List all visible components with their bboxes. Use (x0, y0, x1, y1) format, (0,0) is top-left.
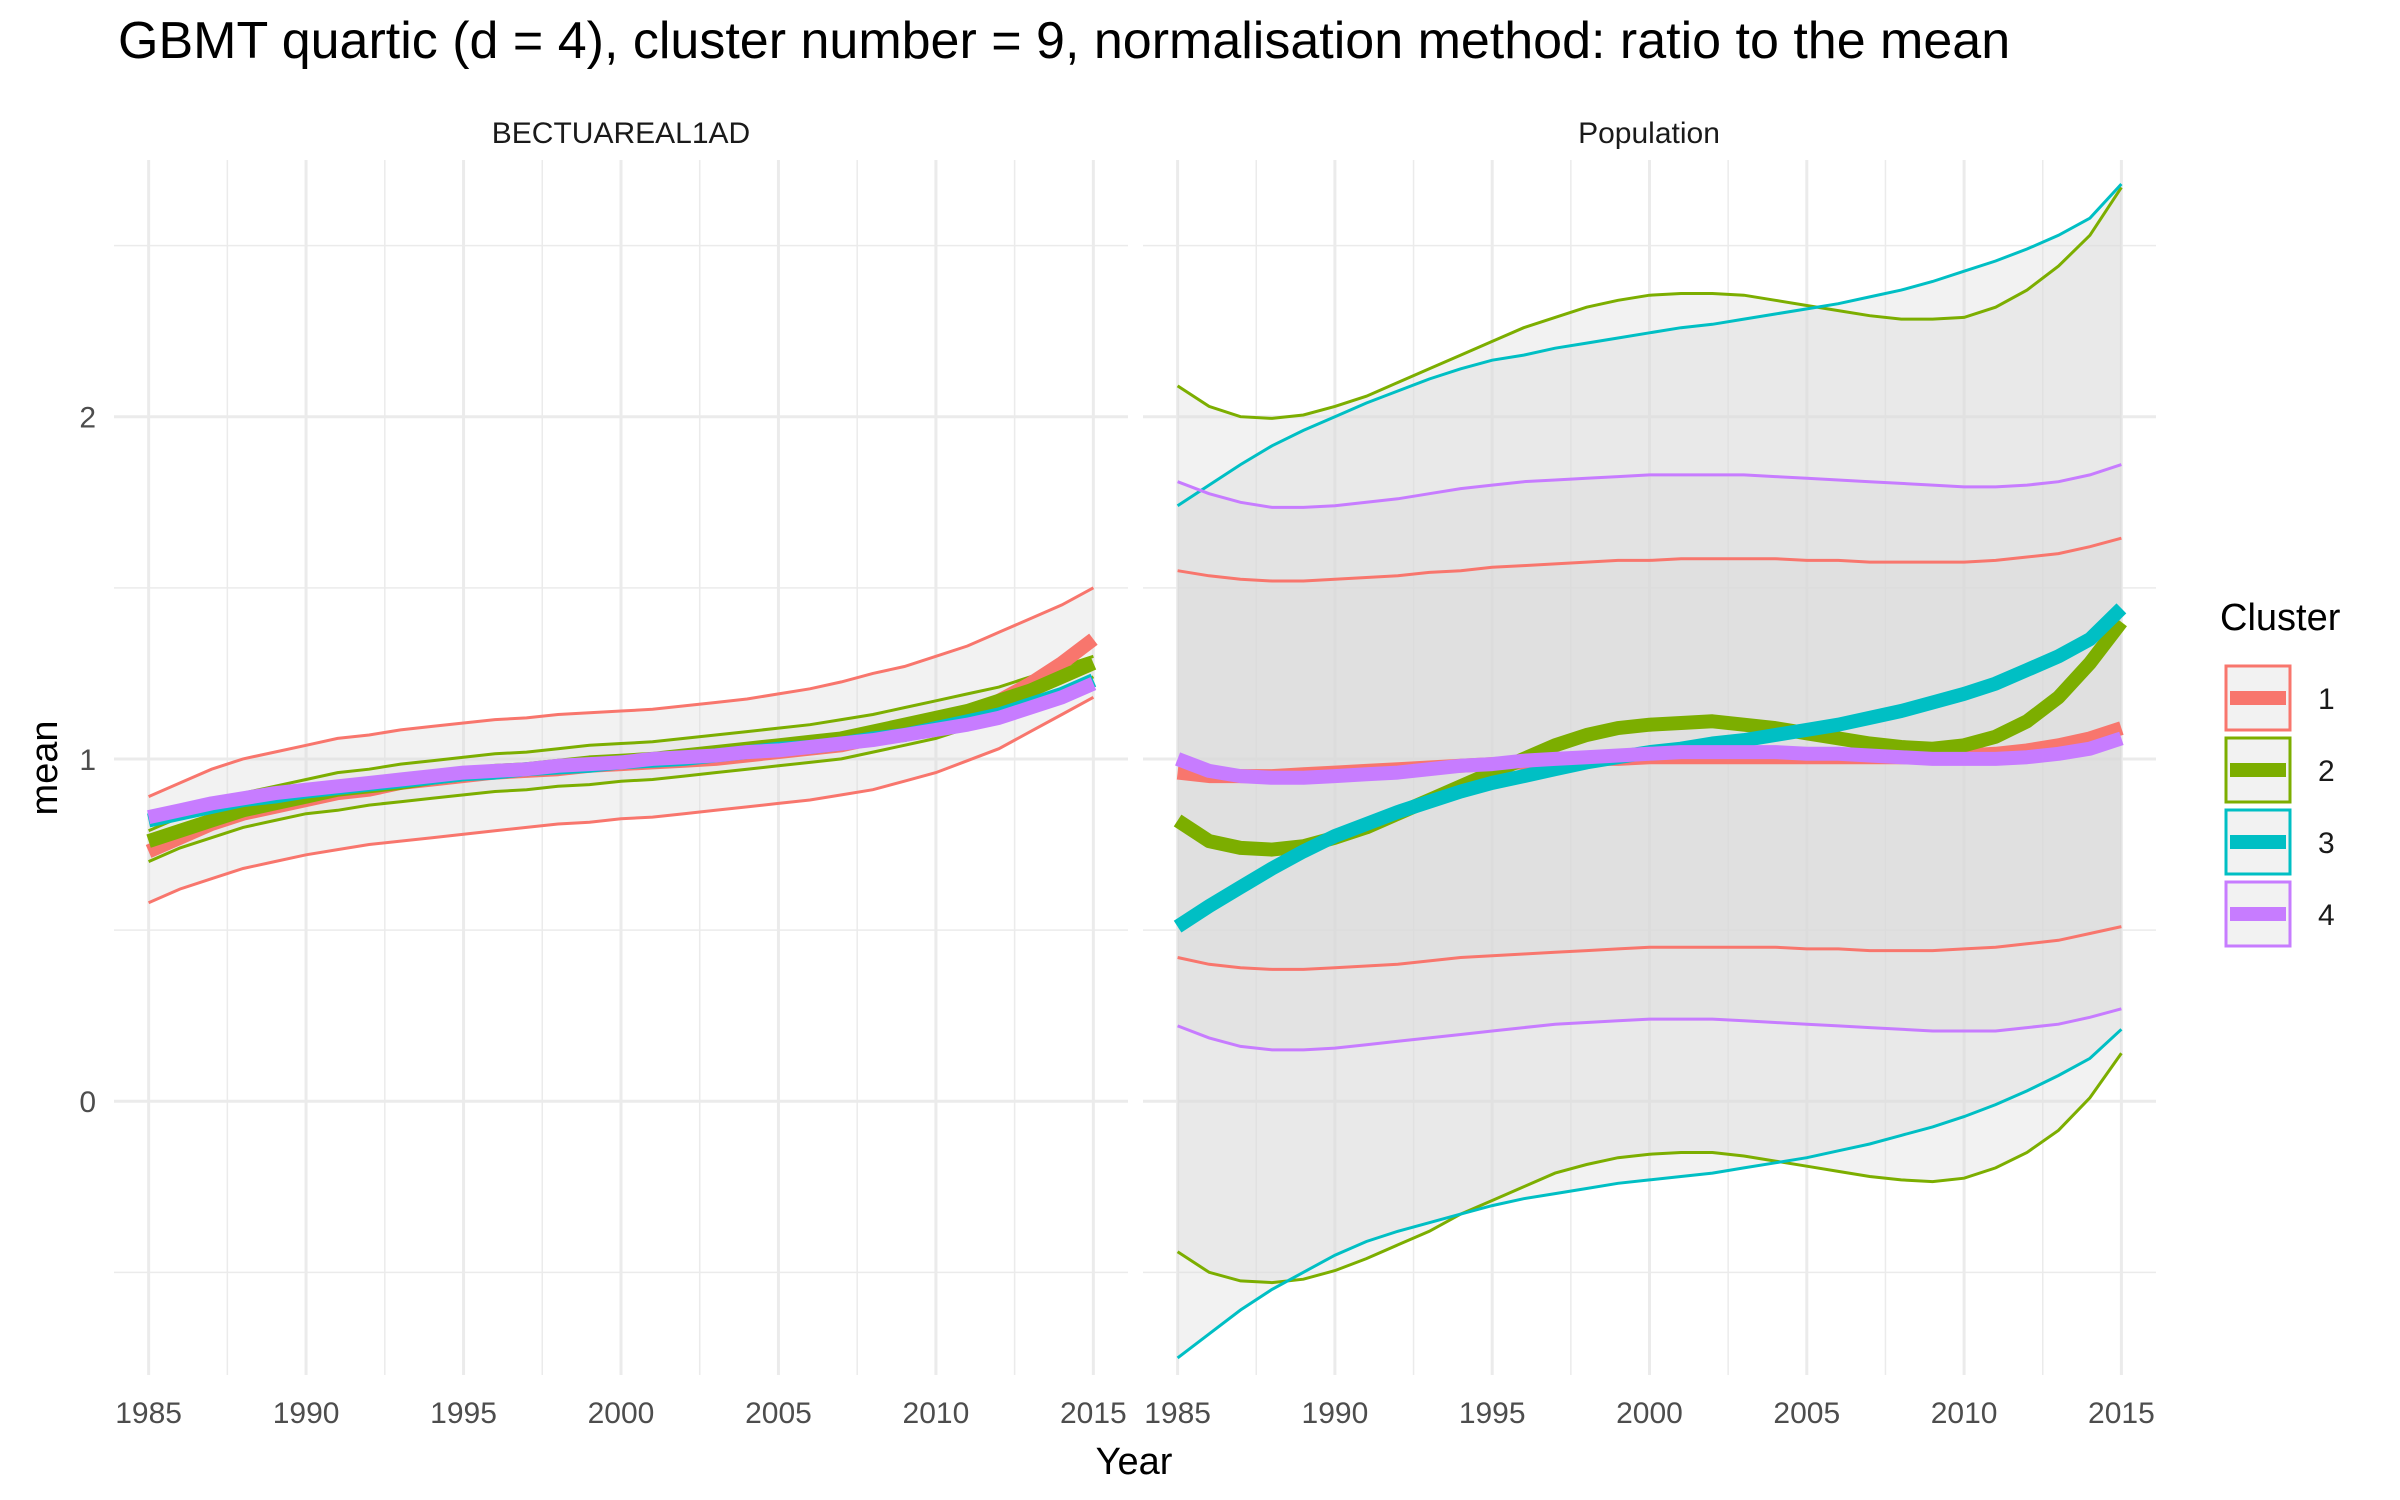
lower-bound-cluster-1 (1177, 925, 2122, 971)
band-boundary-lines (148, 586, 1095, 905)
y-tick-label: 1 (79, 744, 96, 777)
x-tick-label: 2010 (1931, 1397, 1998, 1430)
legend-label: 3 (2318, 827, 2335, 860)
x-tick-label: 1995 (1459, 1397, 1526, 1430)
x-tick-label: 1995 (430, 1397, 497, 1430)
x-tick-label: 1990 (1302, 1397, 1369, 1430)
x-tick-label: 1985 (115, 1397, 182, 1430)
legend-label: 1 (2318, 683, 2335, 716)
upper-bound-cluster-1 (1177, 536, 2122, 583)
x-axis-tick-labels-panel-2: 1985 1990 1995 2000 2005 2010 2015 (1144, 1397, 2155, 1430)
x-tick-label: 2015 (2088, 1397, 2155, 1430)
x-tick-label: 2000 (588, 1397, 655, 1430)
legend-label: 4 (2318, 899, 2335, 932)
y-tick-label: 0 (79, 1086, 96, 1119)
legend-item-cluster-3: 3 (2224, 808, 2335, 876)
y-tick-label: 2 (79, 402, 96, 435)
x-tick-label: 2005 (1773, 1397, 1840, 1430)
legend-item-cluster-1: 1 (2224, 664, 2335, 732)
x-tick-label: 2015 (1060, 1397, 1127, 1430)
confidence-band-cluster-3 (1177, 184, 2122, 1358)
lower-bound-cluster-1 (148, 695, 1095, 905)
cluster-mean-lines (145, 633, 1098, 858)
band-boundary-lines (1176, 182, 2123, 1360)
lower-bound-cluster-3 (1176, 1028, 2123, 1360)
confidence-band-cluster-1 (148, 587, 1094, 903)
x-tick-label: 1990 (273, 1397, 340, 1430)
x-axis-tick-labels-panel-1: 1985 1990 1995 2000 2005 2010 2015 (115, 1397, 1126, 1430)
upper-bound-cluster-3 (1176, 182, 2123, 507)
mean-line-cluster-4 (1175, 731, 2124, 785)
confidence-band-cluster-2 (1177, 187, 2122, 1283)
legend: Cluster 1 2 3 4 (2220, 597, 2341, 948)
chart-title: GBMT quartic (d = 4), cluster number = 9… (118, 12, 2010, 70)
lower-bound-cluster-4 (1177, 1007, 2122, 1052)
upper-bound-cluster-2 (148, 654, 1094, 833)
panel-population: Population (1143, 117, 2156, 1375)
panel-strip-label: BECTUAREAL1AD (492, 117, 750, 150)
panel-strip-label: Population (1578, 117, 1720, 150)
lower-bound-cluster-2 (148, 675, 1095, 863)
legend-item-cluster-2: 2 (2224, 736, 2335, 804)
x-tick-label: 1985 (1144, 1397, 1211, 1430)
legend-label: 2 (2318, 755, 2335, 788)
mean-line-cluster-4 (147, 677, 1097, 824)
x-axis-title: Year (1096, 1441, 1173, 1483)
upper-bound-cluster-1 (148, 586, 1095, 798)
panel-bectuareal1ad: BECTUAREAL1AD (114, 117, 1128, 1375)
legend-items: 1 2 3 4 (2224, 664, 2335, 948)
upper-bound-cluster-2 (1176, 186, 2123, 420)
x-tick-label: 2000 (1616, 1397, 1683, 1430)
legend-title: Cluster (2220, 597, 2341, 639)
cluster-mean-lines (1173, 603, 2127, 933)
upper-bound-cluster-4 (1177, 463, 2122, 509)
y-axis-tick-labels: 0 1 2 (79, 402, 96, 1120)
x-tick-label: 2010 (903, 1397, 970, 1430)
legend-item-cluster-4: 4 (2224, 880, 2335, 948)
x-tick-label: 2005 (745, 1397, 812, 1430)
lower-bound-cluster-2 (1176, 1052, 2123, 1285)
y-axis-title: mean (24, 720, 66, 815)
